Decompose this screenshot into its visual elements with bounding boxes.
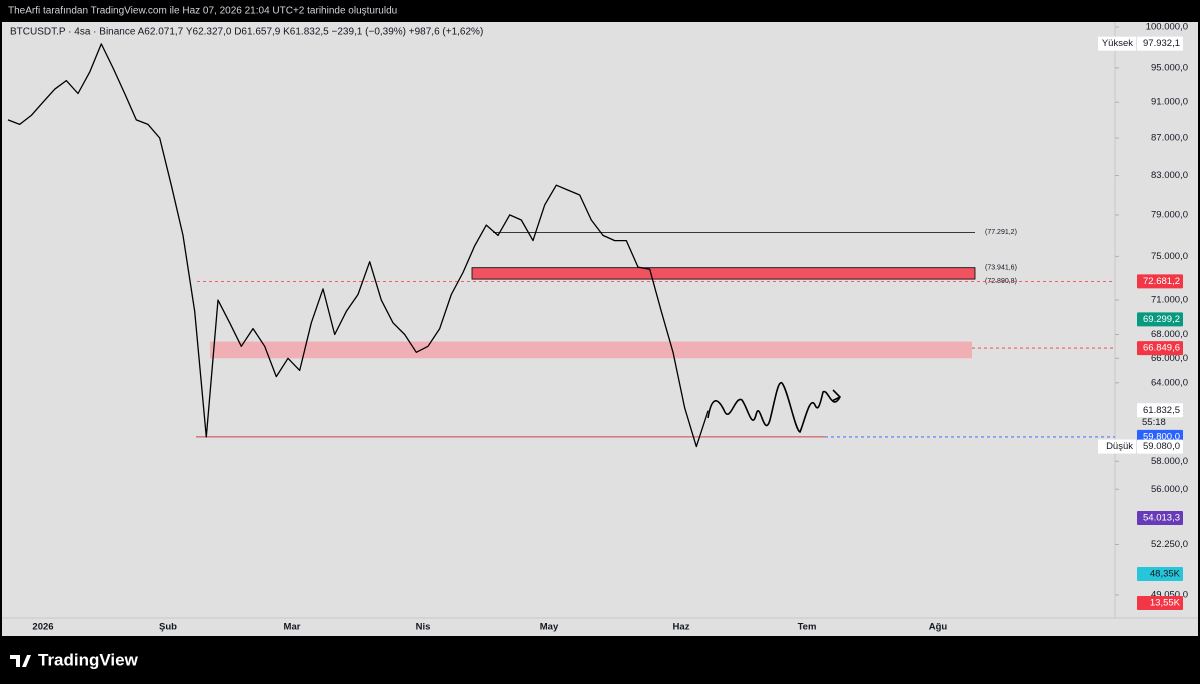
header-title: TheArfi tarafından TradingView.com ile H…	[8, 6, 397, 17]
price-tag-label: 97.932,1	[1143, 38, 1180, 49]
level-label: (72.890,8)	[985, 278, 1017, 285]
price-tag	[1137, 341, 1183, 356]
y-tick-label: 52.250,0	[1151, 539, 1188, 550]
indicator-tag	[1137, 511, 1183, 525]
x-tick-label: Mar	[284, 622, 301, 633]
y-tick-label: 66.000,0	[1151, 353, 1188, 364]
y-tick-label: 83.000,0	[1151, 170, 1188, 181]
price-tag-caption: Düşük	[1106, 441, 1133, 452]
price-tag-label: 66.849,6	[1143, 343, 1180, 354]
x-tick-label: May	[540, 622, 559, 633]
price-tag-label: 61.832,5	[1143, 405, 1180, 416]
y-tick-label: 75.000,0	[1151, 251, 1188, 262]
price-line	[7, 43, 709, 448]
projection-drawing	[707, 382, 841, 434]
support-zone	[210, 341, 972, 359]
symbol-line: BTCUSDT.P · 4sa · Binance A62.071,7 Y62.…	[10, 27, 483, 38]
x-tick-label: Haz	[673, 622, 690, 633]
y-tick-label: 71.000,0	[1151, 295, 1188, 306]
y-tick-label: 100.000,0	[1146, 22, 1188, 33]
y-tick-label: 87.000,0	[1151, 133, 1188, 144]
x-tick-label: Tem	[798, 622, 817, 633]
y-tick-label: 91.000,0	[1151, 97, 1188, 108]
x-tick-label: Şub	[159, 622, 177, 633]
price-tag	[1137, 439, 1183, 454]
price-tag-label: 69.299,2	[1143, 314, 1180, 325]
price-tag-label: 59.800,0	[1143, 431, 1180, 442]
y-tick-label: 56.000,0	[1151, 484, 1188, 495]
y-tick-label: 58.000,0	[1151, 456, 1188, 467]
y-tick-label: 68.000,0	[1151, 329, 1188, 340]
indicator-tag-label: 48,35K	[1150, 569, 1181, 580]
x-tick-label: 2026	[32, 622, 53, 633]
chart-pane	[2, 22, 1198, 636]
y-tick-label: 64.000,0	[1151, 377, 1188, 388]
y-tick-label: 79.000,0	[1151, 209, 1188, 220]
price-tag	[1137, 403, 1183, 418]
price-tag-label: 72.681,2	[1143, 276, 1180, 287]
price-tag-label: 59.080,0	[1143, 441, 1180, 452]
price-tag-caption: Yüksek	[1102, 38, 1133, 49]
footer-brand: TradingView	[38, 650, 139, 669]
y-tick-label: 95.000,0	[1151, 62, 1188, 73]
tv-logo	[10, 655, 31, 667]
caption-bg	[1098, 439, 1136, 454]
price-tag	[1137, 274, 1183, 289]
price-tag	[1137, 36, 1183, 51]
indicator-tag-label: 54.013,3	[1143, 513, 1180, 524]
level-label: (73.941,6)	[985, 265, 1017, 272]
price-tag	[1137, 312, 1183, 327]
resistance-zone	[471, 267, 976, 280]
countdown: 55:18	[1142, 417, 1166, 428]
x-tick-label: Nis	[416, 622, 431, 633]
level-label: (77.291,2)	[985, 229, 1017, 236]
y-tick-label: 49.050,0	[1151, 589, 1188, 600]
caption-bg	[1098, 36, 1136, 51]
x-tick-label: Ağu	[929, 622, 948, 633]
indicator-tag-label: 13,55K	[1150, 598, 1181, 609]
indicator-tag	[1137, 567, 1183, 581]
indicator-tag	[1137, 596, 1183, 610]
